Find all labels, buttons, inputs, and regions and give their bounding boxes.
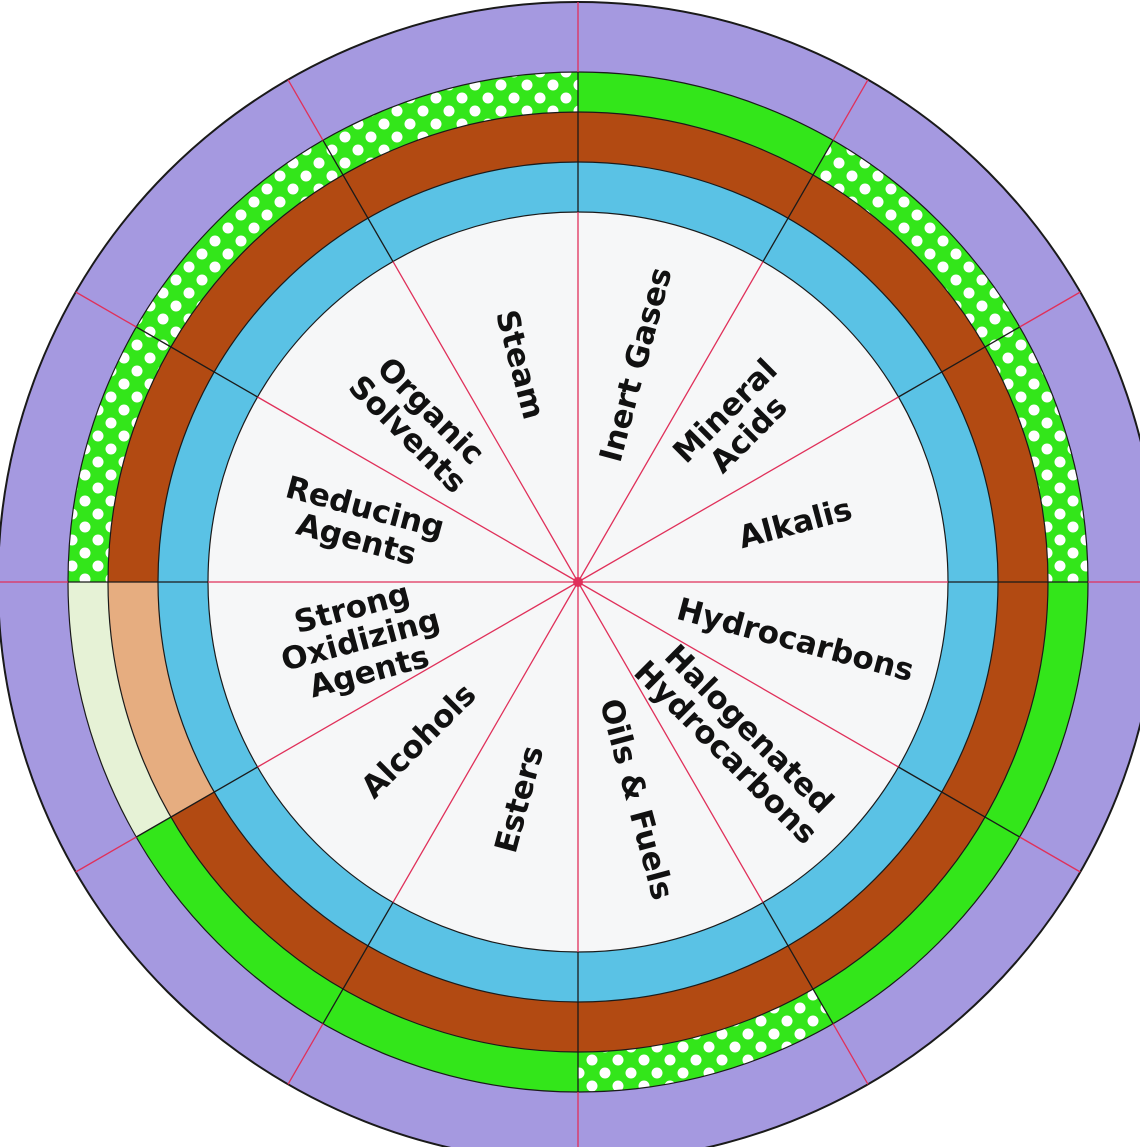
green-band-alkalis [985, 327, 1088, 582]
outer-divider [75, 836, 137, 873]
blue-band-organic-solvents [214, 218, 393, 397]
divider-line [577, 261, 764, 583]
outer-divider [1019, 291, 1081, 328]
green-band-alcohols [136, 817, 343, 1024]
brown-band-hydrocarbons [941, 582, 1048, 817]
brown-band-mineral-acids [788, 174, 986, 372]
blue-band-inert-gases [578, 162, 788, 262]
blue-band-steam [368, 162, 578, 262]
brown-band-inert-gases [578, 112, 813, 219]
band-divider [136, 326, 258, 398]
blue-band-halogenated-hydrocarbons [763, 767, 942, 946]
blue-band-mineral-acids [763, 218, 942, 397]
band-divider [322, 902, 394, 1024]
center-hub [573, 577, 583, 587]
green-band-esters [323, 989, 578, 1092]
divider-line [577, 581, 764, 903]
band-divider [762, 902, 834, 1024]
brown-band-reducing-agents [108, 347, 215, 582]
band-divider [136, 766, 258, 838]
green-band-oils-fuels [578, 989, 833, 1092]
blue-band-esters [368, 902, 578, 1002]
brown-band-steam [343, 112, 578, 219]
blue-band-reducing-agents [158, 372, 258, 582]
band-divider [898, 326, 1020, 398]
green-band-inert-gases [578, 72, 833, 175]
blue-band-oils-fuels [578, 902, 788, 1002]
outer-divider [287, 79, 324, 141]
green-band-hydrocarbons [985, 582, 1088, 837]
divider-line [392, 261, 579, 583]
blue-band-strong-oxidizing-agents [158, 582, 258, 792]
outer-divider [287, 1023, 324, 1085]
green-band-halogenated-hydrocarbons [813, 817, 1020, 1024]
brown-band-esters [343, 945, 578, 1052]
brown-band-alcohols [170, 792, 368, 990]
outer-divider [832, 79, 869, 141]
outer-divider [1019, 836, 1081, 873]
divider-line [577, 396, 899, 583]
brown-band-alkalis [941, 347, 1048, 582]
divider-line [257, 581, 579, 768]
blue-band-hydrocarbons [898, 582, 998, 792]
brown-band-organic-solvents [170, 174, 368, 372]
green-band-organic-solvents [136, 140, 343, 347]
band-divider [762, 140, 834, 262]
blue-band-alkalis [898, 372, 998, 582]
brown-band-halogenated-hydrocarbons [788, 792, 986, 990]
divider-line [257, 396, 579, 583]
blue-band-alcohols [214, 767, 393, 946]
green-band-strong-oxidizing-agents [68, 582, 171, 837]
band-divider [898, 766, 1020, 838]
outer-divider [832, 1023, 869, 1085]
brown-band-strong-oxidizing-agents [108, 582, 215, 817]
green-band-mineral-acids [813, 140, 1020, 347]
green-band-reducing-agents [68, 327, 171, 582]
green-band-steam [323, 72, 578, 175]
divider-line [577, 581, 899, 768]
brown-band-oils-fuels [578, 945, 813, 1052]
divider-line [392, 581, 579, 903]
band-divider [322, 140, 394, 262]
outer-divider [75, 291, 137, 328]
